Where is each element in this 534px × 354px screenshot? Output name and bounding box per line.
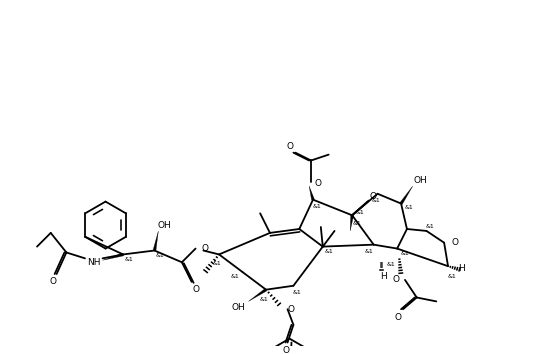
Text: &1: &1 bbox=[400, 251, 410, 256]
Text: OH: OH bbox=[232, 303, 246, 312]
Text: &1: &1 bbox=[356, 210, 364, 215]
Text: O: O bbox=[392, 275, 399, 284]
Text: &1: &1 bbox=[364, 249, 373, 254]
Text: O: O bbox=[282, 346, 289, 354]
Text: O: O bbox=[201, 244, 208, 253]
Text: &1: &1 bbox=[213, 261, 222, 266]
Text: O: O bbox=[369, 192, 376, 201]
Text: &1: &1 bbox=[324, 249, 333, 254]
Text: &1: &1 bbox=[156, 253, 164, 258]
Text: &1: &1 bbox=[230, 274, 239, 279]
Text: O: O bbox=[49, 277, 56, 286]
Text: O: O bbox=[287, 305, 295, 314]
Text: &1: &1 bbox=[260, 297, 269, 302]
Text: &1: &1 bbox=[124, 257, 134, 262]
Text: H: H bbox=[380, 273, 387, 281]
Text: &1: &1 bbox=[371, 198, 380, 203]
Text: H: H bbox=[458, 264, 465, 273]
Text: NH: NH bbox=[87, 258, 100, 267]
Text: &1: &1 bbox=[293, 290, 302, 295]
Text: &1: &1 bbox=[447, 274, 457, 279]
Text: &1: &1 bbox=[312, 204, 321, 209]
Text: &1: &1 bbox=[405, 205, 413, 210]
Text: O: O bbox=[452, 238, 459, 247]
Polygon shape bbox=[103, 253, 123, 260]
Text: &1: &1 bbox=[387, 262, 396, 267]
Text: O: O bbox=[287, 142, 294, 151]
Text: O: O bbox=[395, 313, 402, 321]
Text: &1: &1 bbox=[352, 221, 362, 225]
Text: O: O bbox=[192, 285, 199, 294]
Polygon shape bbox=[248, 289, 267, 301]
Polygon shape bbox=[309, 186, 315, 200]
Polygon shape bbox=[153, 231, 159, 251]
Polygon shape bbox=[400, 186, 413, 204]
Text: OH: OH bbox=[158, 221, 171, 230]
Polygon shape bbox=[350, 215, 354, 231]
Text: &1: &1 bbox=[426, 224, 435, 229]
Text: O: O bbox=[315, 179, 322, 188]
Text: OH: OH bbox=[414, 176, 428, 184]
